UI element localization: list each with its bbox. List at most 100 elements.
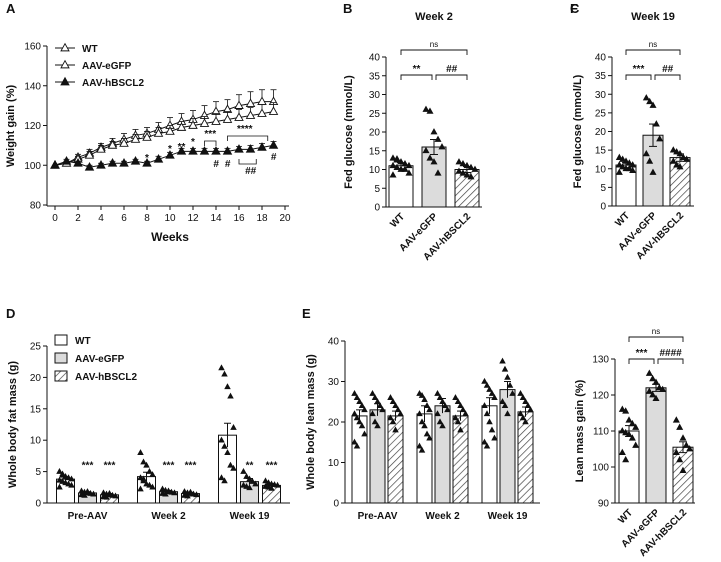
data-point xyxy=(227,461,234,468)
y-tick-label: 5 xyxy=(600,183,606,194)
data-point xyxy=(642,149,650,157)
data-point xyxy=(622,157,630,164)
data-point xyxy=(188,120,198,129)
data-point xyxy=(90,490,97,497)
data-point xyxy=(243,472,250,479)
data-point xyxy=(679,466,687,474)
data-point xyxy=(471,165,479,172)
data-point xyxy=(84,488,91,494)
y-tick-label: 10 xyxy=(595,164,607,175)
data-point xyxy=(499,357,506,364)
data-point xyxy=(257,142,267,151)
data-point xyxy=(392,426,399,433)
data-point xyxy=(467,163,475,171)
data-point xyxy=(501,365,509,372)
data-point xyxy=(434,410,441,417)
data-point xyxy=(426,406,433,413)
data-point xyxy=(56,483,63,490)
data-point xyxy=(62,479,69,486)
data-point xyxy=(628,434,636,441)
data-point xyxy=(517,390,524,396)
data-point xyxy=(240,481,247,488)
data-point xyxy=(257,108,267,117)
legend-label: AAV-hBSCL2 xyxy=(82,78,144,89)
data-point xyxy=(234,100,244,109)
data-point xyxy=(459,406,467,413)
x-tick-label: Week 2 xyxy=(151,511,186,522)
y-tick-label: 15 xyxy=(595,146,607,157)
data-point xyxy=(628,419,636,427)
y-tick-label: 10 xyxy=(369,165,381,176)
data-point xyxy=(140,458,147,465)
data-point xyxy=(119,158,129,167)
panel-a: A 80 100 120 140 160 Weight gain (%) 0 2 4 6 8 10 12 1… xyxy=(5,1,291,244)
data-point xyxy=(679,434,687,441)
data-point xyxy=(176,122,187,131)
data-point xyxy=(369,410,376,417)
data-point xyxy=(222,146,233,155)
data-point xyxy=(434,169,442,176)
significance-label: # xyxy=(225,159,231,170)
data-point xyxy=(459,169,467,176)
data-point xyxy=(211,116,221,125)
y-axis-title: Lean mass gain (%) xyxy=(574,379,586,482)
panel-b: B Week 2 0 5 10 15 20 25 30 35 40 Fed glucose (mmol… xyxy=(343,1,482,263)
data-point xyxy=(615,161,623,168)
y-tick-label: 15 xyxy=(30,404,42,415)
data-point xyxy=(655,383,663,391)
panel-label: E xyxy=(302,306,311,321)
data-point xyxy=(436,418,444,425)
annotation-bracket xyxy=(204,140,217,146)
y-tick-label: 80 xyxy=(30,201,42,212)
data-point xyxy=(234,144,244,153)
data-point xyxy=(452,394,459,400)
x-tick-label: WT xyxy=(616,507,635,526)
x-tick-label: Pre-AAV xyxy=(68,511,108,522)
data-point xyxy=(351,438,358,445)
data-point xyxy=(389,171,397,178)
data-point xyxy=(397,165,405,172)
data-point xyxy=(361,430,368,437)
data-point xyxy=(457,402,464,409)
data-point xyxy=(652,394,660,402)
significance-label: ## xyxy=(446,64,458,75)
data-point xyxy=(522,418,529,425)
significance-label: *** xyxy=(185,460,197,471)
data-point xyxy=(491,434,498,441)
data-point xyxy=(252,480,259,487)
data-point xyxy=(672,416,680,423)
significance-bracket xyxy=(400,49,468,55)
legend-swatch xyxy=(54,334,68,346)
data-point xyxy=(672,448,680,456)
significance-bracket xyxy=(435,74,468,80)
panel-label: A xyxy=(6,1,16,16)
data-point xyxy=(444,406,451,413)
significance-label: *** xyxy=(104,460,116,471)
data-point xyxy=(245,98,256,107)
y-tick-label: 100 xyxy=(24,161,41,172)
data-point xyxy=(669,157,677,164)
significance-bracket xyxy=(628,336,684,342)
data-point xyxy=(452,414,459,421)
data-point xyxy=(59,471,66,478)
panel-label: B xyxy=(343,1,352,16)
data-point xyxy=(434,135,442,142)
y-tick-label: 110 xyxy=(593,427,609,438)
data-point xyxy=(618,448,626,456)
data-point xyxy=(629,166,637,174)
y-tick-label: 35 xyxy=(595,71,607,82)
data-point xyxy=(268,484,275,491)
data-point xyxy=(416,442,423,449)
significance-label: *** xyxy=(82,460,94,471)
data-point xyxy=(483,410,491,417)
data-point xyxy=(137,474,144,481)
data-point xyxy=(137,449,144,456)
data-point xyxy=(506,381,514,388)
significance-label: **** xyxy=(237,124,253,135)
y-tick-label: 90 xyxy=(598,499,610,510)
data-point xyxy=(245,144,256,153)
data-point xyxy=(676,149,684,157)
data-point xyxy=(143,461,150,468)
annotation-bracket xyxy=(227,135,269,141)
data-point xyxy=(379,406,386,413)
